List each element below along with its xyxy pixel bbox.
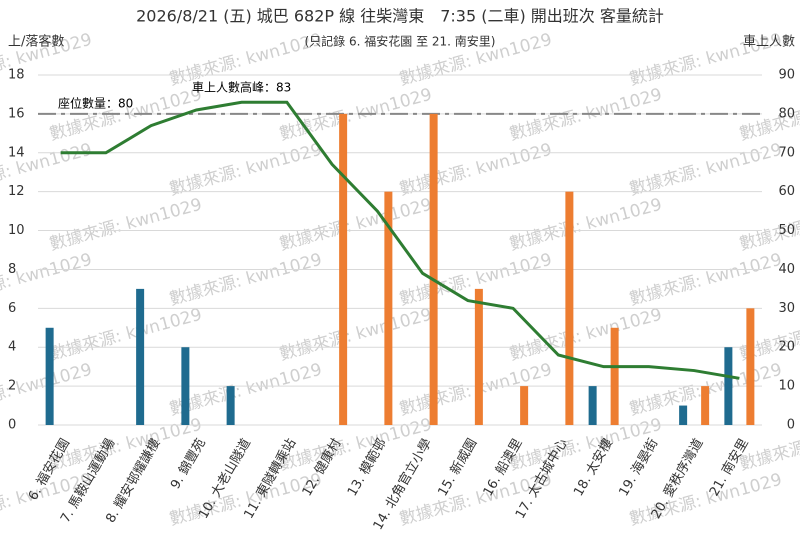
watermark: 數據來源: kwn1029 <box>277 195 434 255</box>
bar <box>384 191 393 425</box>
watermark: 數據來源: kwn1029 <box>167 140 324 200</box>
y2-tick-label: 0 <box>787 418 795 433</box>
watermark: 數據來源: kwn1029 <box>167 250 324 310</box>
bar <box>565 191 574 425</box>
bar <box>429 113 438 425</box>
y2-axis-label: 車上人數 <box>743 35 795 50</box>
bar <box>339 113 348 425</box>
y-axis-label: 上/落客數 <box>8 34 64 50</box>
watermark: 數據來源: kwn1029 <box>167 470 324 530</box>
bar <box>701 386 710 425</box>
y2-tick-label: 70 <box>778 145 795 160</box>
y-tick-label: 18 <box>8 68 25 83</box>
bar <box>679 405 688 425</box>
y-tick-label: 8 <box>8 262 16 277</box>
chart-subtitle: (只記錄 6. 福安花園 至 21. 南安里) <box>305 34 496 49</box>
y-tick-label: 2 <box>8 379 16 394</box>
watermark: 數據來源: kwn1029 <box>507 305 664 365</box>
watermark: 數據來源: kwn1029 <box>167 360 324 420</box>
bar <box>588 386 597 425</box>
watermark: 數據來源: kwn1029 <box>277 305 434 365</box>
onboard-line <box>60 100 740 380</box>
y2-tick-label: 40 <box>778 262 795 277</box>
bar <box>724 347 733 425</box>
bar <box>520 386 529 425</box>
peak-annotation: 車上人數高峰：83 <box>192 80 291 95</box>
bar <box>610 327 619 425</box>
y2-tick-label: 20 <box>778 340 795 355</box>
bar <box>226 386 235 425</box>
bar <box>474 288 483 425</box>
bar <box>45 327 54 425</box>
y-tick-label: 6 <box>8 301 16 316</box>
watermark: 數據來源: kwn1029 <box>507 195 664 255</box>
y-tick-label: 12 <box>8 184 25 199</box>
y2-tick-label: 60 <box>778 184 795 199</box>
y-tick-label: 10 <box>8 223 25 238</box>
y-tick-label: 0 <box>8 418 16 433</box>
y-tick-label: 4 <box>8 340 16 355</box>
y2-tick-label: 10 <box>778 379 795 394</box>
y2-tick-label: 30 <box>778 301 795 316</box>
y2-tick-label: 80 <box>778 106 795 121</box>
x-tick-label: 19. 海晏街 <box>616 436 661 499</box>
bar <box>136 288 145 425</box>
y2-tick-label: 90 <box>778 68 795 83</box>
bar <box>746 308 755 425</box>
watermark: 數據來源: kwn1029 <box>47 195 204 255</box>
watermark: 數據來源: kwn1029 <box>627 250 784 310</box>
y-tick-label: 14 <box>8 145 25 160</box>
chart-title: 2026/8/21 (五) 城巴 682P 線 往柴灣東 7:35 (二車) 開… <box>136 7 664 26</box>
seat-capacity-label: 座位數量：80 <box>58 95 133 110</box>
y2-tick-label: 50 <box>778 223 795 238</box>
watermark: 數據來源: kwn1029 <box>627 140 784 200</box>
watermark: 數據來源: kwn1029 <box>47 305 204 365</box>
watermark: 數據來源: kwn1029 <box>397 140 554 200</box>
x-tick-label: 9. 錦豐苑 <box>167 436 209 492</box>
watermark: 數據來源: kwn1029 <box>627 470 784 530</box>
y-tick-label: 16 <box>8 106 25 121</box>
bar <box>181 347 190 425</box>
